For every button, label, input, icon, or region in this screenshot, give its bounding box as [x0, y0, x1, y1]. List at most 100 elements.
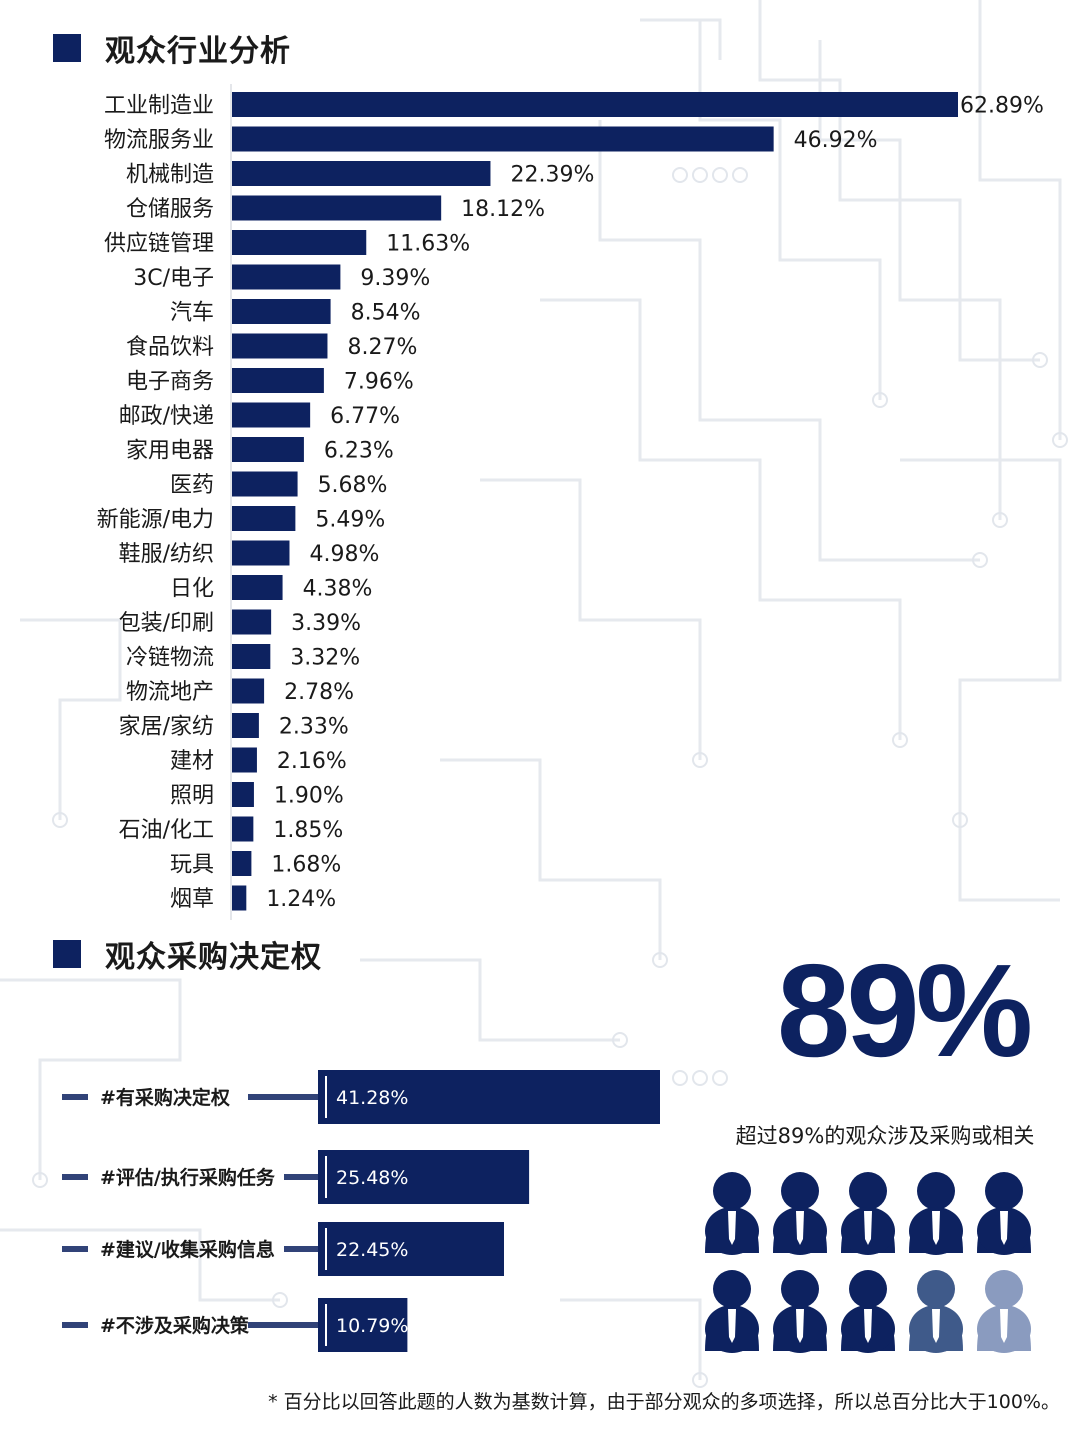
- industry-value-label: 22.39%: [510, 163, 594, 188]
- person-icon: [977, 1270, 1031, 1353]
- industry-category-label: 工业制造业: [104, 94, 214, 119]
- industry-value-label: 3.39%: [291, 611, 361, 636]
- purchase-bar: [318, 1070, 660, 1124]
- industry-category-label: 冷链物流: [126, 646, 214, 671]
- purchase-connector-right: [248, 1322, 318, 1328]
- purchase-value-label: 41.28%: [336, 1087, 408, 1109]
- industry-value-label: 2.16%: [277, 749, 347, 774]
- industry-category-label: 电子商务: [126, 370, 214, 395]
- purchase-section-title: 观众采购决定权: [53, 932, 322, 976]
- industry-bar: [232, 609, 272, 635]
- person-icon: [909, 1172, 963, 1255]
- industry-value-label: 18.12%: [461, 197, 545, 222]
- purchase-category-label: #建议/收集采购信息: [100, 1238, 275, 1261]
- industry-bar: [232, 851, 252, 876]
- big-percent-caption: 超过89%的观众涉及采购或相关: [735, 1124, 1035, 1148]
- industry-value-label: 9.39%: [360, 266, 430, 291]
- industry-category-label: 玩具: [170, 853, 214, 878]
- industry-value-label: 46.92%: [794, 128, 878, 153]
- purchase-value-label: 10.79%: [336, 1315, 408, 1337]
- industry-bar: [232, 333, 328, 359]
- industry-category-label: 家居/家纺: [119, 715, 214, 740]
- industry-value-label: 5.68%: [318, 473, 388, 498]
- industry-category-label: 包装/印刷: [119, 611, 214, 636]
- industry-bar-chart: 工业制造业 62.89% 物流服务业 46.92% 机械制造 22.39% 仓储服务 18.1…: [97, 84, 1044, 920]
- industry-bar: [232, 126, 774, 152]
- footnote: * 百分比以回答此题的人数为基数计算，由于部分观众的多项选择，所以总百分比大于1…: [268, 1391, 1060, 1413]
- purchase-title-text: 观众采购决定权: [105, 940, 322, 975]
- industry-title-text: 观众行业分析: [105, 34, 291, 69]
- industry-category-label: 烟草: [170, 887, 214, 912]
- industry-bar: [232, 506, 296, 531]
- industry-bar: [232, 161, 491, 186]
- industry-category-label: 3C/电子: [133, 266, 214, 291]
- industry-category-label: 新能源/电力: [97, 508, 214, 533]
- purchase-connector-left: [62, 1094, 88, 1100]
- industry-bar: [232, 402, 311, 428]
- people-icon-grid: [705, 1172, 1031, 1353]
- purchase-connector-left: [62, 1322, 88, 1328]
- title-square-icon: [53, 940, 81, 968]
- industry-bar: [232, 816, 254, 842]
- industry-category-label: 照明: [170, 784, 214, 809]
- industry-category-label: 仓储服务: [126, 197, 214, 222]
- industry-bar: [232, 471, 298, 497]
- industry-category-label: 邮政/快递: [119, 404, 214, 429]
- industry-bar: [232, 299, 331, 324]
- industry-value-label: 62.89%: [960, 94, 1044, 119]
- industry-bar: [232, 678, 265, 704]
- industry-value-label: 3.32%: [290, 646, 360, 671]
- purchase-category-label: #评估/执行采购任务: [100, 1166, 276, 1189]
- purchase-bar-chart: #有采购决定权 41.28% #评估/执行采购任务 25.48% #建议/收集采购信息 2…: [62, 1070, 660, 1352]
- industry-category-label: 建材: [170, 749, 214, 774]
- industry-value-label: 8.27%: [347, 335, 417, 360]
- industry-bar: [232, 230, 367, 255]
- industry-value-label: 4.38%: [303, 577, 373, 602]
- industry-value-label: 1.90%: [274, 784, 344, 809]
- big-percent: 89%: [776, 937, 1033, 1084]
- purchase-connector-right: [284, 1246, 318, 1252]
- person-icon: [705, 1270, 759, 1353]
- industry-category-label: 供应链管理: [104, 232, 214, 257]
- purchase-connector-right: [248, 1094, 318, 1100]
- industry-bar: [232, 713, 259, 738]
- purchase-value-label: 22.45%: [336, 1239, 408, 1261]
- industry-value-label: 1.85%: [273, 818, 343, 843]
- industry-category-label: 机械制造: [126, 163, 214, 188]
- industry-category-label: 日化: [170, 577, 214, 602]
- person-icon: [977, 1172, 1031, 1255]
- industry-bar: [232, 575, 283, 600]
- industry-value-label: 2.78%: [284, 680, 354, 705]
- industry-category-label: 家用电器: [126, 439, 214, 464]
- purchase-value-label: 25.48%: [336, 1167, 408, 1189]
- person-icon: [909, 1270, 963, 1353]
- industry-category-label: 汽车: [170, 301, 214, 326]
- industry-value-label: 5.49%: [315, 508, 385, 533]
- industry-value-label: 1.24%: [266, 887, 336, 912]
- industry-value-label: 2.33%: [279, 715, 349, 740]
- industry-category-label: 鞋服/纺织: [119, 542, 214, 567]
- industry-value-label: 6.23%: [324, 439, 394, 464]
- person-icon: [773, 1172, 827, 1255]
- purchase-connector-left: [62, 1246, 88, 1252]
- industry-category-label: 医药: [170, 473, 214, 498]
- industry-bar: [232, 92, 958, 117]
- purchase-connector-left: [62, 1174, 88, 1180]
- person-icon: [841, 1172, 895, 1255]
- industry-bar: [232, 195, 442, 221]
- purchase-bar: [318, 1298, 408, 1352]
- purchase-category-label: #有采购决定权: [100, 1086, 230, 1109]
- purchase-connector-right: [284, 1174, 318, 1180]
- industry-value-label: 11.63%: [386, 232, 470, 257]
- industry-value-label: 6.77%: [330, 404, 400, 429]
- purchase-category-label: #不涉及采购决策: [100, 1314, 250, 1337]
- industry-value-label: 4.98%: [309, 542, 379, 567]
- purchase-bar: [318, 1150, 530, 1204]
- industry-bar: [232, 264, 341, 290]
- industry-value-label: 1.68%: [271, 853, 341, 878]
- industry-bar: [232, 885, 247, 911]
- industry-value-label: 8.54%: [351, 301, 421, 326]
- industry-category-label: 物流地产: [126, 680, 214, 705]
- purchase-bar: [318, 1222, 504, 1276]
